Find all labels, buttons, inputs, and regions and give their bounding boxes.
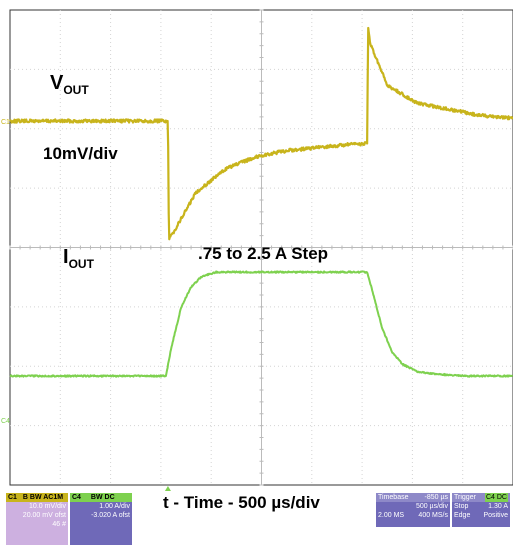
timebase-samples: 2.00 MS: [378, 512, 405, 519]
x-axis-label: t - Time - 500 µs/div: [163, 493, 320, 512]
vout-scale-label: 10mV/div: [43, 144, 118, 163]
trace-vout: [9, 26, 513, 241]
c1-panel-extra: 46 #: [52, 521, 66, 528]
trace-iout: [9, 270, 513, 378]
timebase-delay: -850 µs: [424, 494, 449, 501]
iout-label-sub: OUT: [68, 257, 94, 271]
channel-marker-c1: C1: [1, 119, 10, 126]
trigger-source: C4 DC: [484, 493, 508, 502]
c1-panel-scale: 10.0 mV/div: [29, 503, 66, 510]
iout-label-main: I: [63, 246, 69, 268]
timebase-rate: 400 MS/s: [418, 512, 448, 519]
c1-panel-name: C1: [8, 494, 17, 501]
trigger-position-marker: [164, 486, 171, 491]
trigger-label: Trigger: [454, 494, 476, 501]
c4-panel-offset: -3.020 A ofst: [91, 512, 130, 519]
c4-panel-tags: BW DC: [90, 494, 115, 501]
trigger-slope: Positive: [483, 512, 508, 519]
timebase-scale: 500 µs/div: [415, 503, 448, 510]
traces: [9, 26, 513, 378]
vout-label: VOUT: [50, 72, 89, 97]
timebase-label: Timebase: [378, 494, 409, 501]
c4-panel: C4 BW DC 1.00 A/div -3.020 A ofst: [70, 493, 132, 545]
channel-marker-c4: C4: [1, 418, 10, 425]
trigger-mode: Stop: [454, 503, 469, 510]
trigger-type: Edge: [454, 512, 471, 519]
vout-label-main: V: [50, 72, 64, 94]
trigger-level: 1.30 A: [488, 503, 508, 510]
trigger-panel: Trigger C4 DC Stop 1.30 A Edge Positive: [452, 493, 510, 527]
c4-panel-name: C4: [72, 494, 81, 501]
vout-label-sub: OUT: [63, 83, 89, 97]
c1-panel: C1 B BW AC1M 10.0 mV/div 20.00 mV ofst 4…: [6, 493, 68, 545]
grid-lines: [9, 9, 513, 486]
channel-markers: C1 C4: [1, 119, 171, 491]
c4-panel-scale: 1.00 A/div: [99, 503, 130, 510]
step-label: .75 to 2.5 A Step: [198, 244, 329, 263]
iout-label: IOUT: [63, 246, 94, 271]
timebase-panel: Timebase -850 µs 500 µs/div 2.00 MS 400 …: [376, 493, 450, 527]
c1-panel-tags: B BW AC1M: [22, 494, 64, 501]
c1-panel-offset: 20.00 mV ofst: [22, 512, 66, 519]
